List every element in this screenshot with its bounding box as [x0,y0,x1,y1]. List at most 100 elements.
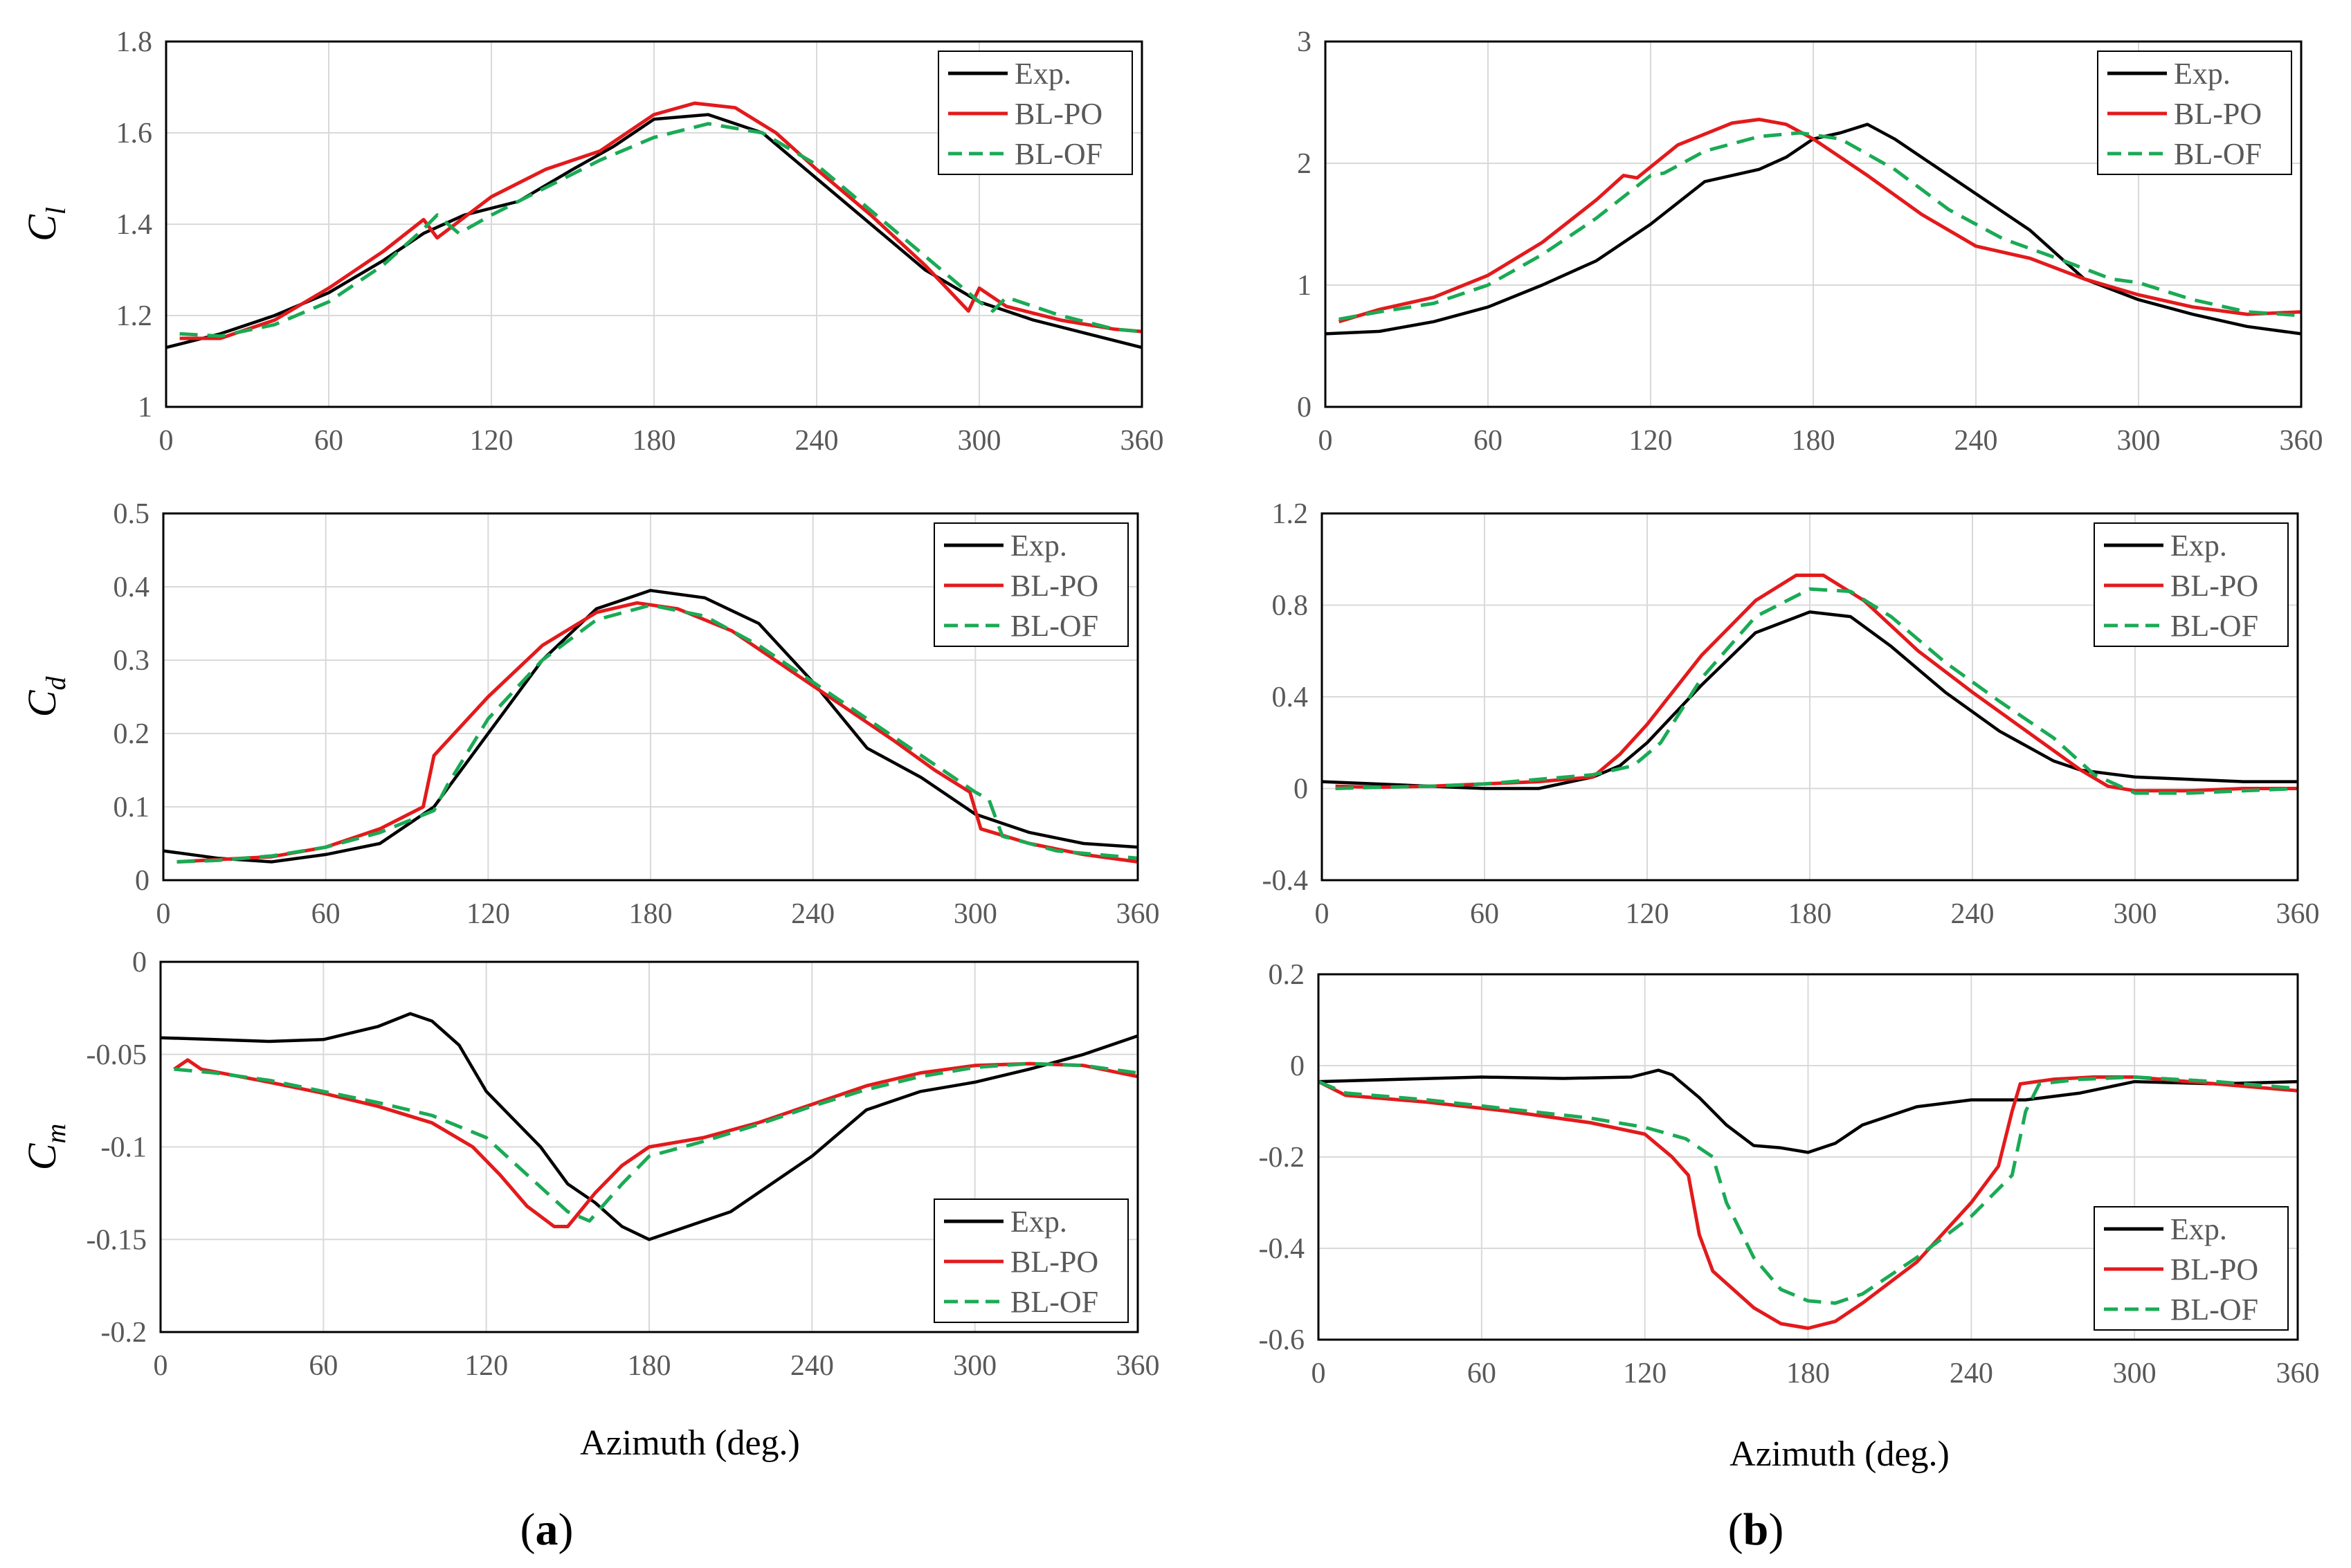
x-tick-label: 180 [629,898,673,930]
series-line-exp [165,113,1143,349]
x-tick-label: 180 [1788,898,1832,930]
plot-frame [1320,512,2299,882]
y-tick-label: 1 [138,392,152,423]
x-tick-label: 180 [1792,425,1835,457]
y-tick-label: 2 [1297,148,1311,180]
x-tick-label: 300 [953,1350,997,1382]
legend: Exp. BL-PO BL-OF [2097,51,2292,175]
x-tick-label: 360 [1116,1350,1160,1382]
y-tick-label: -0.2 [1259,1142,1305,1174]
x-axis-label-a: Azimuth (deg.) [580,1423,800,1463]
legend-entry-label: BL-OF [2170,1293,2258,1327]
x-tick-label: 240 [791,898,835,930]
series-line-blof [176,603,1138,864]
x-tick-label: 0 [1315,898,1329,930]
x-axis-label-b: Azimuth (deg.) [1730,1434,1950,1474]
series-line-blpo [173,1058,1138,1228]
x-tick-label: 0 [1311,1358,1326,1389]
panel-label-b: (b) [1728,1504,1784,1555]
chart-panel-2: 0 60 120 180 240 300 360 0 0.1 0.2 0.3 0.4 0.5 Cd Exp.… [19,498,1160,930]
x-tick-label: 0 [159,425,174,457]
y-tick-label: -0.4 [1262,865,1309,897]
y-tick-label: 0 [132,947,147,978]
chart-panel-5: 0 60 120 180 240 300 3601.20.80.40-0.4Exp.BL-P… [1262,498,2320,930]
y-tick-label: 0.4 [114,572,150,603]
legend-entry-label: BL-PO [2170,569,2258,603]
y-tick-label: 0 [1293,774,1308,805]
y-tick-label: -0.1 [101,1132,147,1164]
y-tick-label: -0.2 [101,1317,147,1349]
x-tick-label: 240 [1954,425,1998,457]
x-tick-label: 60 [1473,425,1503,457]
y-tick-label: 1 [1297,270,1311,302]
y-tick-label: 0.4 [1272,682,1309,713]
legend-entry-label: Exp. [2170,1212,2227,1246]
y-tick-label: -0.05 [87,1039,147,1071]
legend-entry-label: Exp. [1010,529,1067,563]
legend-entry-label: BL-PO [2174,97,2262,131]
x-tick-label: 360 [1116,898,1160,930]
x-tick-label: 120 [1629,425,1673,457]
plot-frame [1324,40,2303,408]
legend: Exp. BL-PO BL-OF [938,51,1133,175]
x-tick-label: 0 [1318,425,1333,457]
x-tick-label: 180 [1786,1358,1830,1389]
series-line-exp [1321,610,2298,790]
y-tick-label: 0.3 [114,645,150,677]
legend: Exp. BL-PO BL-OF [934,1198,1129,1323]
plot-frame [159,960,1139,1333]
x-tick-label: 240 [1951,898,1995,930]
chart-panel-1: 0 60 120 180 240 300 360 1 1.2 1.4 1.6 1.8 Cl Exp. BL-… [19,26,1164,457]
x-tick-label: 300 [2113,1358,2157,1389]
y-axis-label: Cd [19,676,71,718]
legend: Exp. BL-PO BL-OF [2094,1206,2289,1331]
legend-entry-label: Exp. [1010,1205,1067,1239]
chart-panel-4: 0 60 120 180 240 300 360 0 1 2 3 Exp. BL-PO BL-OF [1297,26,2323,457]
plot-frame [1317,973,2299,1341]
plot-frame [165,40,1143,408]
legend-entry-label: BL-PO [1010,569,1098,603]
x-tick-label: 0 [154,1350,168,1382]
x-tick-label: 300 [2114,898,2157,930]
x-tick-label: 360 [1120,425,1164,457]
legend-entry-label: BL-OF [1015,137,1102,171]
legend-entry-label: BL-OF [2170,609,2258,643]
series-line-blof [179,122,1143,338]
y-tick-label: 0.5 [114,498,150,530]
y-tick-label: -0.6 [1259,1324,1305,1356]
y-tick-label: 0 [1297,392,1311,423]
series-line-blof [1338,131,2302,321]
y-tick-label: 1.4 [116,209,153,241]
legend-entry-label: BL-PO [1010,1245,1098,1279]
plot-frame [162,512,1139,882]
x-tick-label: 300 [954,898,997,930]
y-axis-label: Cm [19,1124,71,1171]
x-tick-label: 60 [314,425,343,457]
x-tick-label: 120 [466,898,510,930]
y-tick-label: 1.6 [116,118,153,149]
legend-entry-label: BL-PO [1015,97,1102,131]
legend: Exp. BL-PO BL-OF [2094,522,2289,647]
x-tick-label: 60 [309,1350,338,1382]
legend-entry-label: BL-OF [1010,609,1098,643]
y-tick-label: 0.1 [114,792,150,823]
x-tick-label: 240 [790,1350,834,1382]
x-tick-label: 360 [2276,1358,2320,1389]
y-tick-label: -0.15 [87,1224,147,1256]
y-tick-label: 0 [135,865,149,897]
legend: Exp. BL-PO BL-OF [934,522,1129,647]
series-line-blpo [1317,1075,2298,1330]
series-line-blof [1335,587,2298,795]
x-tick-label: 120 [1623,1358,1667,1389]
series-line-blpo [179,101,1143,340]
legend-entry-label: BL-OF [2174,137,2262,171]
series-line-blof [1318,1075,2298,1305]
y-tick-label: 0 [1290,1050,1305,1082]
legend-entry-label: Exp. [2170,529,2227,563]
x-tick-label: 360 [2276,898,2320,930]
x-tick-label: 240 [1950,1358,1993,1389]
x-tick-label: 120 [464,1350,508,1382]
series-line-exp [160,1012,1138,1241]
series-line-blpo [1338,118,2302,324]
